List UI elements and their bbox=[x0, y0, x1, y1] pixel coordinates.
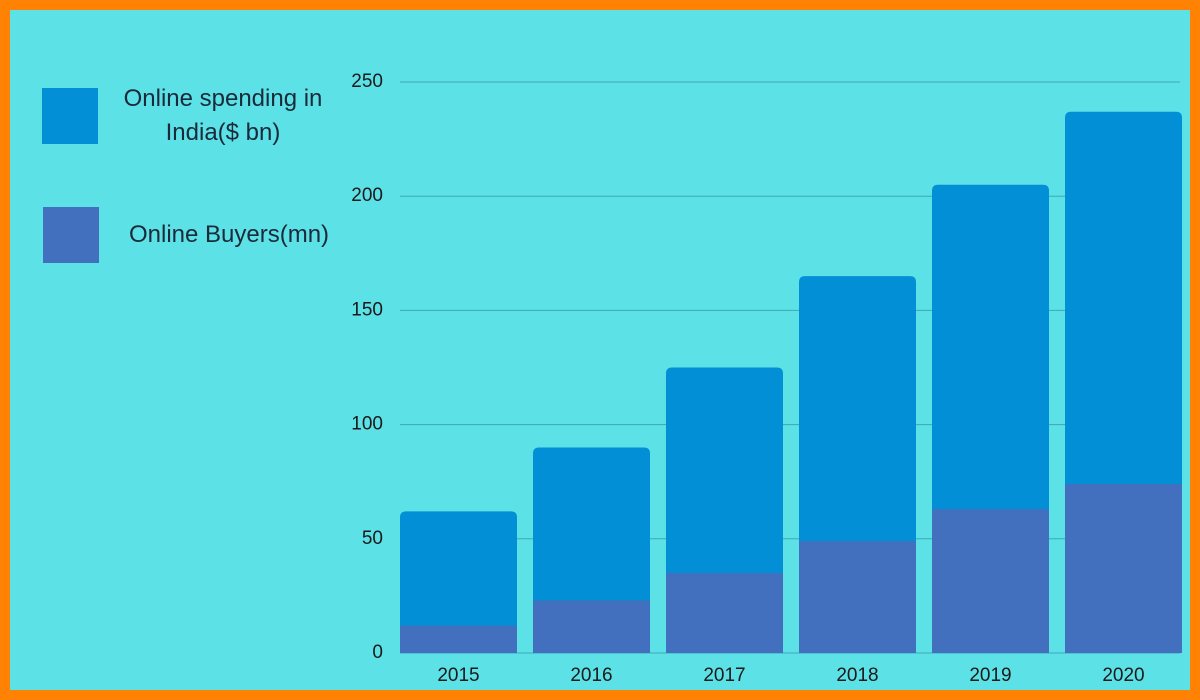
bar bbox=[932, 509, 1049, 653]
legend-label: Online spending in India($ bn) bbox=[123, 85, 323, 146]
bar bbox=[400, 625, 517, 653]
bar bbox=[533, 600, 650, 653]
x-tick-label: 2018 bbox=[836, 665, 878, 686]
legend-label: Online Buyers(mn) bbox=[128, 221, 330, 248]
legend-swatch bbox=[43, 207, 99, 263]
x-tick-label: 2015 bbox=[437, 665, 479, 686]
y-tick-label: 50 bbox=[362, 528, 383, 549]
x-tick-label: 2016 bbox=[570, 665, 612, 686]
legend-item: Online Buyers(mn) bbox=[43, 207, 359, 263]
x-tick-label: 2019 bbox=[969, 665, 1011, 686]
y-tick-label: 200 bbox=[351, 185, 383, 206]
bar bbox=[666, 573, 783, 653]
x-tick-label: 2020 bbox=[1102, 665, 1144, 686]
bar bbox=[1065, 483, 1182, 653]
y-tick-label: 0 bbox=[372, 642, 383, 663]
y-tick-label: 150 bbox=[351, 299, 383, 320]
x-tick-label: 2017 bbox=[703, 665, 745, 686]
legend-item: Online spending in India($ bn) bbox=[42, 82, 348, 150]
bar bbox=[799, 541, 916, 653]
y-tick-label: 100 bbox=[351, 414, 383, 435]
legend-swatch bbox=[42, 88, 98, 144]
bar bbox=[400, 511, 517, 653]
y-tick-label: 250 bbox=[351, 71, 383, 92]
